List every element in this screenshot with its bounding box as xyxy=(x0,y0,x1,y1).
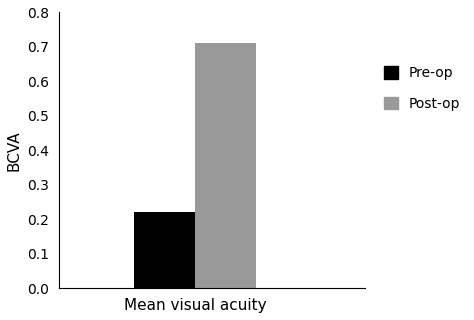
Legend: Pre-op, Post-op: Pre-op, Post-op xyxy=(378,61,466,116)
Bar xyxy=(195,44,256,288)
Y-axis label: BCVA: BCVA xyxy=(7,130,22,171)
Bar xyxy=(134,212,195,288)
